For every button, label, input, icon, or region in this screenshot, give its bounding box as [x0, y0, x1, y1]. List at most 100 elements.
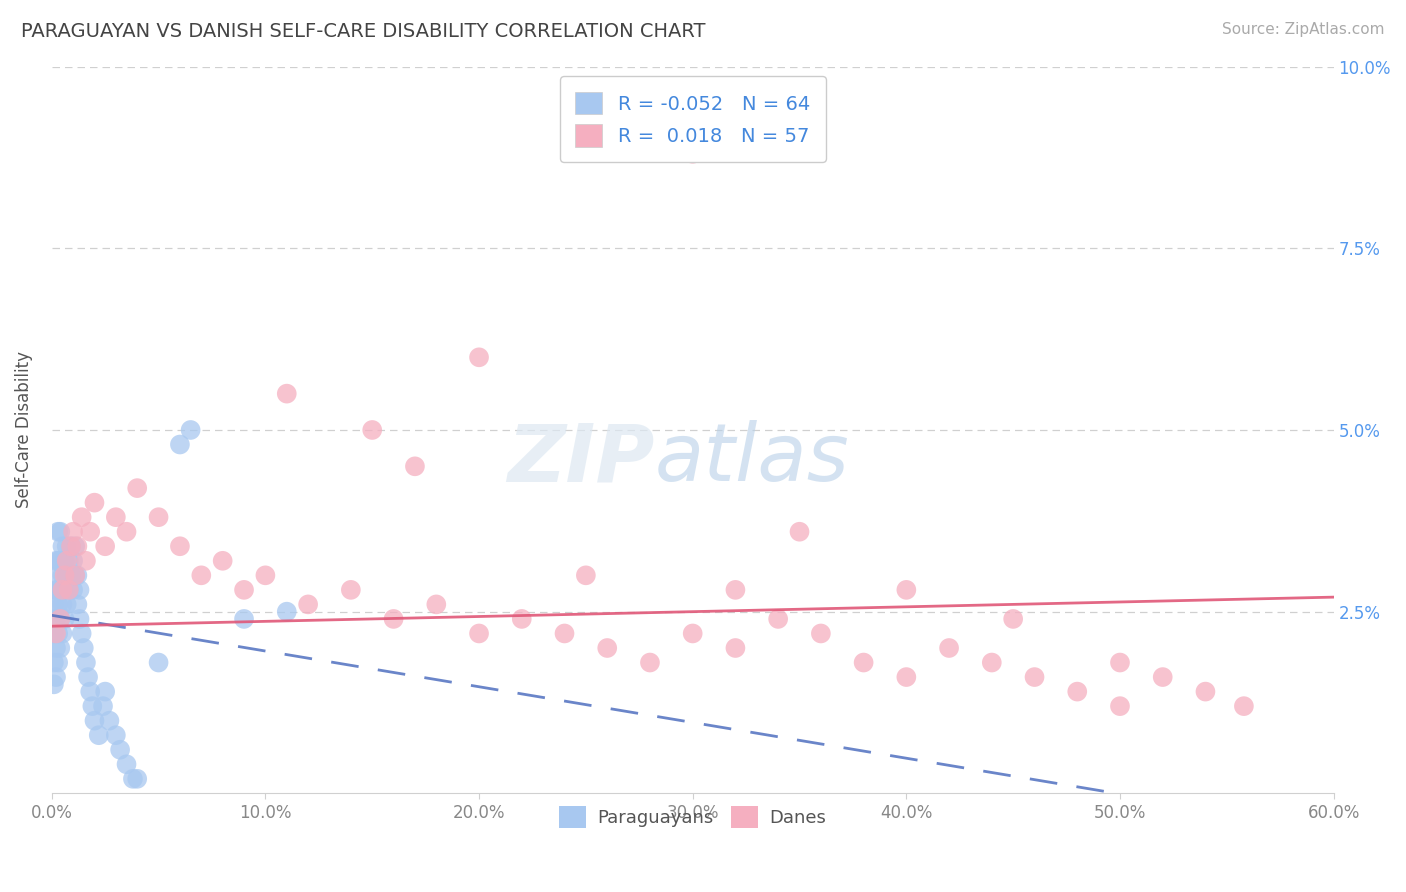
Point: [49, 582, 72, 597]
Point: [98, 714, 121, 728]
Point: [510, 612, 533, 626]
Point: [45, 582, 67, 597]
Point: [45, 554, 67, 568]
Point: [59, 539, 82, 553]
Point: [404, 459, 426, 474]
Point: [55, 554, 77, 568]
Point: [1152, 670, 1174, 684]
Point: [62, 554, 84, 568]
Point: [254, 568, 277, 582]
Point: [66, 539, 89, 553]
Point: [55, 539, 77, 553]
Point: [980, 656, 1002, 670]
Point: [53, 554, 76, 568]
Point: [108, 743, 131, 757]
Point: [42, 626, 65, 640]
Point: [45, 568, 67, 582]
Legend: Paraguayans, Danes: Paraguayans, Danes: [553, 798, 834, 835]
Point: [87, 728, 110, 742]
Point: [53, 582, 76, 597]
Point: [211, 554, 233, 568]
Point: [46, 582, 69, 597]
Point: [66, 568, 89, 582]
Point: [65, 568, 87, 582]
Point: [682, 626, 704, 640]
Point: [104, 728, 127, 742]
Point: [55, 598, 77, 612]
Text: Source: ZipAtlas.com: Source: ZipAtlas.com: [1222, 22, 1385, 37]
Point: [575, 568, 598, 582]
Point: [724, 582, 747, 597]
Point: [77, 670, 100, 684]
Point: [46, 524, 69, 539]
Point: [361, 423, 384, 437]
Point: [53, 568, 76, 582]
Point: [766, 612, 789, 626]
Point: [42, 656, 65, 670]
Point: [104, 510, 127, 524]
Point: [169, 539, 191, 553]
Point: [49, 612, 72, 626]
Point: [42, 598, 65, 612]
Point: [82, 699, 104, 714]
Point: [127, 772, 149, 786]
Point: [94, 539, 117, 553]
Point: [1002, 612, 1025, 626]
Point: [938, 640, 960, 655]
Point: [1109, 656, 1132, 670]
Point: [596, 640, 619, 655]
Point: [70, 626, 93, 640]
Point: [65, 568, 87, 582]
Point: [49, 612, 72, 626]
Point: [49, 554, 72, 568]
Point: [382, 612, 405, 626]
Point: [276, 386, 298, 401]
Point: [51, 598, 73, 612]
Point: [896, 582, 918, 597]
Point: [127, 481, 149, 495]
Point: [46, 656, 69, 670]
Point: [94, 684, 117, 698]
Point: [468, 626, 491, 640]
Point: [42, 677, 65, 691]
Point: [46, 598, 69, 612]
Point: [53, 612, 76, 626]
Point: [180, 423, 202, 437]
Point: [1194, 684, 1216, 698]
Point: [83, 496, 105, 510]
Point: [51, 539, 73, 553]
Point: [169, 437, 191, 451]
Point: [233, 582, 256, 597]
Point: [190, 568, 212, 582]
Point: [75, 554, 97, 568]
Point: [1066, 684, 1088, 698]
Point: [276, 605, 298, 619]
Point: [340, 582, 363, 597]
Point: [59, 539, 82, 553]
Point: [810, 626, 832, 640]
Point: [62, 524, 84, 539]
Point: [75, 656, 97, 670]
Point: [425, 598, 447, 612]
Point: [49, 640, 72, 655]
Point: [51, 582, 73, 597]
Text: atlas: atlas: [654, 420, 849, 498]
Point: [852, 656, 875, 670]
Point: [66, 598, 89, 612]
Point: [62, 582, 84, 597]
Point: [45, 626, 67, 640]
Point: [789, 524, 811, 539]
Point: [468, 351, 491, 365]
Point: [55, 568, 77, 582]
Point: [46, 554, 69, 568]
Point: [553, 626, 575, 640]
Text: PARAGUAYAN VS DANISH SELF-CARE DISABILITY CORRELATION CHART: PARAGUAYAN VS DANISH SELF-CARE DISABILIT…: [21, 22, 706, 41]
Point: [148, 656, 170, 670]
Point: [79, 524, 101, 539]
Point: [896, 670, 918, 684]
Point: [115, 524, 138, 539]
Point: [91, 699, 114, 714]
Y-axis label: Self-Care Disability: Self-Care Disability: [15, 351, 32, 508]
Point: [45, 670, 67, 684]
Point: [233, 612, 256, 626]
